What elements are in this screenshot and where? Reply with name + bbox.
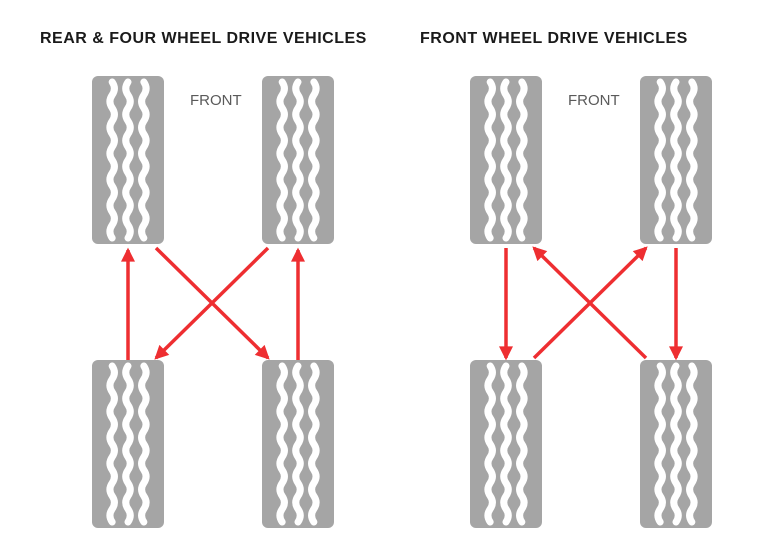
right-rear-right-tire (640, 360, 712, 528)
right-rear-left-tire (470, 360, 542, 528)
left-rear-right-tire (262, 360, 334, 528)
left-rear-left-tire (92, 360, 164, 528)
right-front-right-tire (640, 76, 712, 244)
left-front-right-tire (262, 76, 334, 244)
left-front-left-tire (92, 76, 164, 244)
diagram-canvas (0, 0, 763, 560)
right-front-left-tire (470, 76, 542, 244)
